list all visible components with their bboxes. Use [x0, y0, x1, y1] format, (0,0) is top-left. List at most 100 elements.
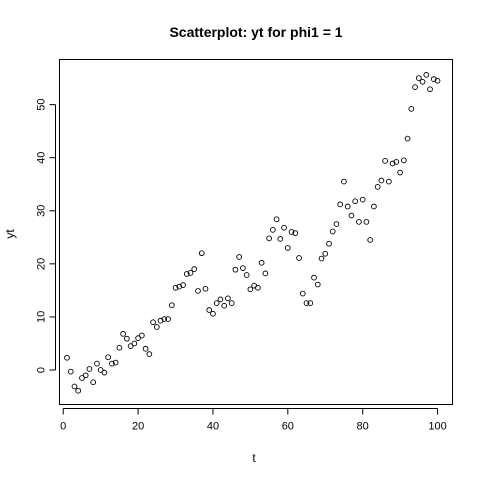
- data-point: [382, 158, 388, 164]
- y-tick-label: 50: [36, 98, 48, 110]
- x-tick-label: 100: [428, 421, 446, 433]
- data-point: [180, 282, 186, 288]
- data-point: [423, 72, 430, 78]
- data-point: [281, 224, 287, 231]
- data-point: [352, 198, 359, 205]
- data-point: [359, 196, 366, 203]
- data-point: [124, 335, 130, 342]
- data-point: [86, 366, 93, 372]
- data-point: [71, 383, 78, 390]
- data-point: [75, 387, 82, 394]
- data-point: [105, 354, 112, 361]
- data-point: [269, 227, 276, 233]
- data-point: [363, 219, 370, 225]
- data-point: [217, 296, 224, 303]
- data-point: [348, 212, 355, 219]
- data-point: [374, 184, 381, 190]
- data-point: [277, 236, 284, 242]
- data-point: [408, 106, 415, 112]
- data-point: [404, 135, 411, 142]
- data-point: [262, 270, 269, 277]
- data-point: [82, 372, 89, 379]
- plot-frame: [59, 59, 453, 405]
- y-axis-label: yt: [3, 229, 17, 239]
- data-point: [206, 307, 213, 313]
- data-point: [183, 271, 190, 277]
- data-point: [378, 177, 385, 184]
- data-point: [153, 324, 160, 330]
- y-tick-label: 0: [36, 367, 48, 373]
- data-point: [228, 300, 235, 306]
- data-point: [94, 360, 100, 367]
- data-point: [131, 340, 138, 347]
- data-point: [307, 300, 314, 306]
- data-point: [236, 254, 243, 260]
- data-point: [187, 270, 194, 276]
- data-point: [116, 344, 123, 351]
- data-point: [127, 343, 134, 349]
- y-tick-label: 30: [36, 205, 48, 217]
- data-point: [393, 159, 400, 165]
- data-point: [344, 203, 351, 210]
- data-point: [434, 77, 441, 84]
- data-point: [101, 369, 108, 376]
- x-tick-label: 20: [132, 421, 144, 433]
- data-point: [296, 255, 302, 261]
- data-point: [240, 265, 246, 271]
- data-point: [142, 345, 149, 352]
- data-point: [64, 354, 70, 361]
- data-point: [329, 228, 336, 235]
- y-tick-label: 20: [36, 258, 48, 270]
- data-point: [314, 281, 321, 288]
- data-point: [112, 359, 119, 366]
- data-point: [322, 250, 329, 257]
- data-point: [337, 201, 344, 208]
- data-point: [341, 178, 347, 185]
- chart-title: Scatterplot: yt for phi1 = 1: [169, 24, 342, 40]
- x-tick-label: 80: [357, 421, 369, 433]
- data-point: [225, 295, 231, 302]
- y-axis: 0 10 20 30 40 50: [36, 98, 56, 373]
- x-tick-label: 60: [282, 421, 294, 433]
- data-point: [168, 302, 175, 309]
- data-point: [135, 335, 141, 342]
- data-point: [311, 274, 317, 281]
- data-point: [202, 285, 209, 292]
- data-point: [318, 255, 325, 262]
- data-point: [412, 84, 418, 90]
- data-point: [367, 237, 374, 243]
- y-tick-label: 40: [36, 152, 48, 164]
- data-point: [397, 169, 403, 176]
- data-point: [386, 178, 392, 185]
- data-point: [419, 78, 426, 85]
- data-point: [213, 300, 220, 306]
- data-point: [303, 300, 310, 306]
- data-point: [165, 316, 171, 322]
- data-point: [266, 235, 272, 242]
- data-point: [356, 219, 362, 225]
- data-point: [333, 221, 340, 227]
- data-point: [415, 75, 422, 81]
- y-tick-label: 10: [36, 311, 48, 323]
- data-point: [146, 351, 153, 357]
- x-axis-label: t: [252, 451, 256, 465]
- x-axis: 0 20 40 60 80 100: [60, 408, 447, 433]
- data-point: [247, 286, 254, 293]
- data-point: [400, 157, 407, 164]
- data-point: [232, 266, 239, 273]
- data-point: [79, 375, 85, 381]
- data-point: [326, 240, 332, 247]
- data-point: [172, 284, 179, 291]
- data-point: [288, 229, 295, 235]
- data-point: [67, 368, 74, 375]
- data-point: [138, 332, 145, 339]
- data-point: [221, 302, 228, 309]
- data-point: [292, 230, 299, 236]
- data-point: [427, 86, 433, 93]
- data-point: [210, 310, 216, 317]
- data-point: [191, 266, 198, 273]
- data-point: [299, 290, 306, 297]
